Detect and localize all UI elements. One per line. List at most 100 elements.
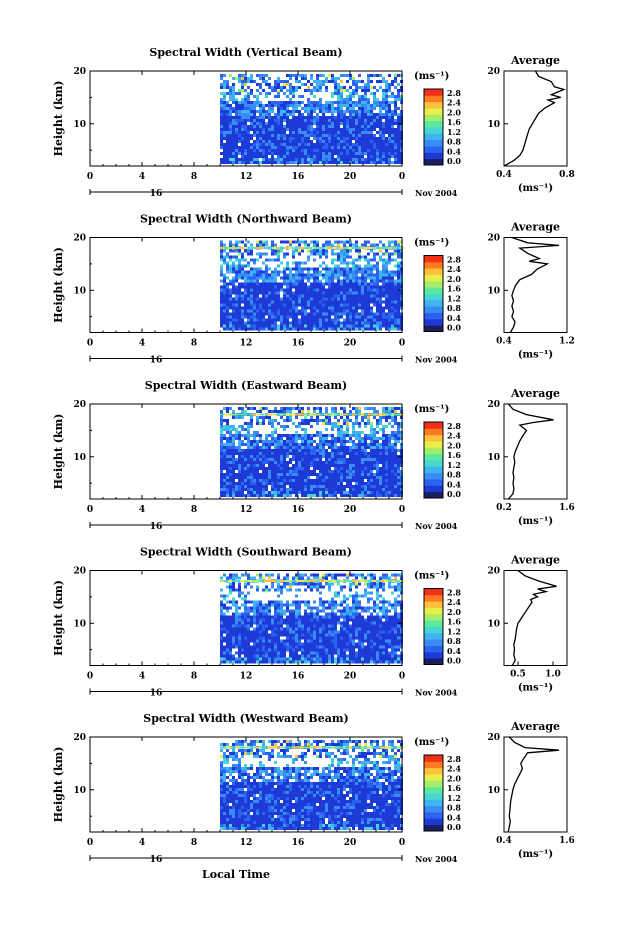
heatmap-cell: [373, 125, 376, 128]
heatmap-cell: [262, 279, 265, 283]
heatmap-cell: [241, 324, 244, 328]
heatmap-cell: [226, 143, 229, 146]
heatmap-cell: [358, 279, 361, 283]
heatmap-cell: [379, 131, 382, 134]
heatmap-cell: [352, 143, 355, 146]
heatmap-cell: [397, 440, 400, 443]
heatmap-cell: [235, 158, 238, 161]
heatmap-cell: [235, 243, 238, 247]
heatmap-cell: [250, 74, 253, 77]
heatmap-cell: [238, 267, 241, 271]
heatmap-cell: [283, 419, 286, 422]
heatmap-cell: [337, 86, 340, 89]
heatmap-cell: [349, 482, 352, 485]
y-axis-label: Height (km): [52, 247, 65, 323]
heatmap-cell: [292, 479, 295, 482]
heatmap-cell: [349, 249, 352, 253]
heatmap-cell: [262, 297, 265, 301]
heatmap-cell: [328, 128, 331, 131]
heatmap-cell: [301, 324, 304, 328]
heatmap-cell: [229, 491, 232, 494]
heatmap-cell: [364, 416, 367, 419]
heatmap-cell: [367, 116, 370, 119]
heatmap-cell: [244, 324, 247, 328]
average-x-tick-label: 0.4: [496, 170, 512, 180]
heatmap-cell: [244, 77, 247, 80]
heatmap-cell: [304, 110, 307, 113]
heatmap-cell: [250, 122, 253, 125]
heatmap-cell: [280, 276, 283, 280]
heatmap-cell: [238, 315, 241, 319]
heatmap-cell: [370, 431, 373, 434]
heatmap-cell: [349, 437, 352, 440]
heatmap-cell: [391, 461, 394, 464]
heatmap-cell: [292, 267, 295, 271]
heatmap-cell: [355, 312, 358, 316]
heatmap-cell: [235, 101, 238, 104]
heatmap-cell: [298, 146, 301, 149]
heatmap-cell: [343, 255, 346, 259]
heatmap-cell: [367, 470, 370, 473]
heatmap-cell: [346, 452, 349, 455]
heatmap-cell: [277, 297, 280, 301]
heatmap-cell: [358, 122, 361, 125]
heatmap-cell: [352, 306, 355, 310]
heatmap-cell: [391, 470, 394, 473]
heatmap-cell: [370, 434, 373, 437]
heatmap-cell: [304, 479, 307, 482]
heatmap-cell: [223, 282, 226, 286]
heatmap-cell: [349, 240, 352, 244]
heatmap-cell: [382, 252, 385, 256]
heatmap-cell: [394, 300, 397, 304]
heatmap-cell: [259, 146, 262, 149]
heatmap-cell: [235, 416, 238, 419]
heatmap-cell: [310, 273, 313, 277]
heatmap-cell: [301, 294, 304, 298]
heatmap-cell: [226, 125, 229, 128]
heatmap-cell: [331, 300, 334, 304]
heatmap-cell: [280, 309, 283, 313]
heatmap-cell: [310, 485, 313, 488]
heatmap-cell: [232, 315, 235, 319]
heatmap-cell: [250, 243, 253, 247]
heatmap-cell: [262, 315, 265, 319]
heatmap-cell: [319, 455, 322, 458]
heatmap-cell: [277, 491, 280, 494]
heatmap-cell: [394, 470, 397, 473]
heatmap-cell: [388, 104, 391, 107]
heatmap-cell: [361, 89, 364, 92]
heatmap-cell: [229, 264, 232, 268]
heatmap-cell: [229, 437, 232, 440]
heatmap-cell: [313, 116, 316, 119]
heatmap-cell: [280, 104, 283, 107]
colorbar-swatch: [424, 268, 443, 275]
heatmap-cell: [334, 443, 337, 446]
heatmap-cell: [298, 407, 301, 410]
heatmap-cell: [325, 291, 328, 295]
heatmap-cell: [391, 434, 394, 437]
heatmap-cell: [397, 476, 400, 479]
heatmap-cell: [394, 258, 397, 262]
heatmap-cell: [373, 407, 376, 410]
heatmap-cell: [376, 425, 379, 428]
heatmap-cell: [259, 92, 262, 95]
heatmap-cell: [253, 482, 256, 485]
heatmap-cell: [247, 440, 250, 443]
heatmap-cell: [385, 318, 388, 322]
heatmap-cell: [379, 458, 382, 461]
heatmap-cell: [340, 273, 343, 277]
x-tick-label: 8: [191, 172, 197, 182]
heatmap-cell: [355, 494, 358, 497]
heatmap-cell: [265, 449, 268, 452]
heatmap-cell: [229, 455, 232, 458]
heatmap-cell: [250, 482, 253, 485]
heatmap-cell: [304, 473, 307, 476]
heatmap-cell: [259, 309, 262, 313]
heatmap-cell: [376, 270, 379, 274]
heatmap-cell: [397, 285, 400, 289]
heatmap-cell: [286, 324, 289, 328]
heatmap-cell: [370, 267, 373, 271]
heatmap-cell: [382, 267, 385, 271]
heatmap-cell: [271, 291, 274, 295]
heatmap-cell: [316, 324, 319, 328]
